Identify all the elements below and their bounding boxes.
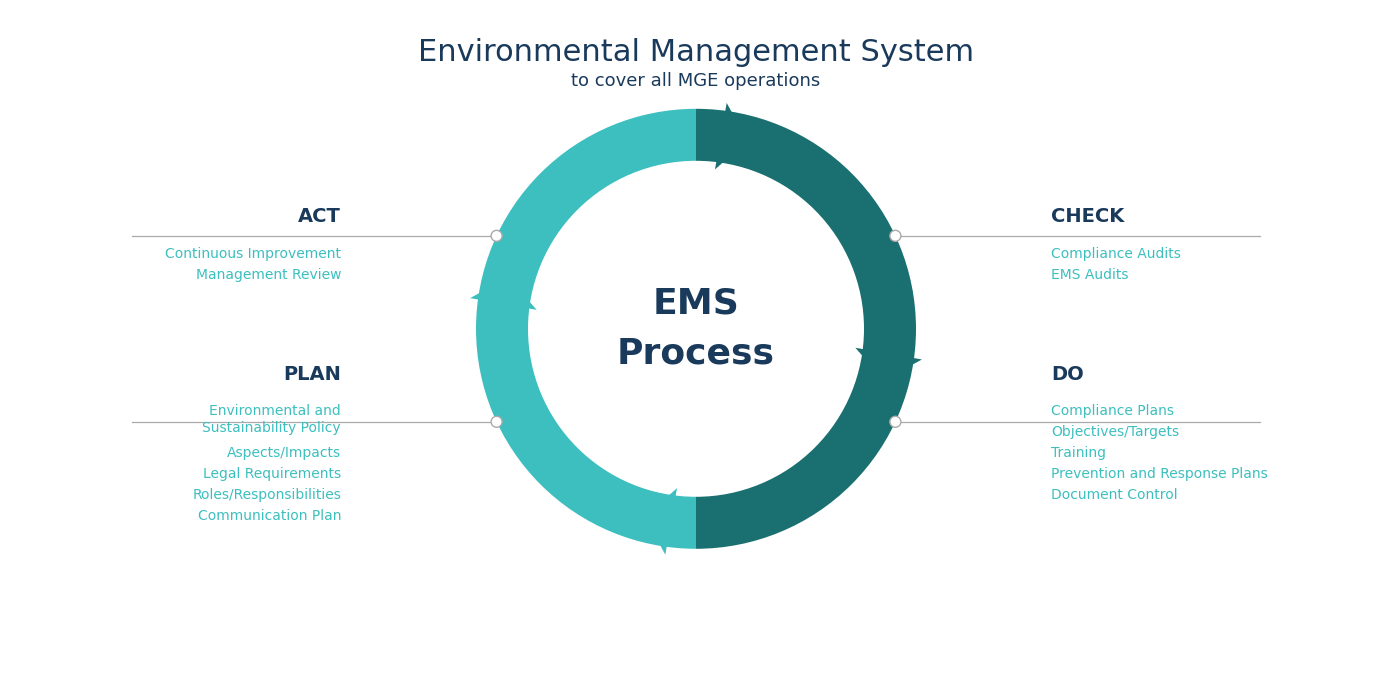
Polygon shape — [470, 277, 537, 310]
Text: CHECK: CHECK — [1051, 207, 1125, 226]
Text: DO: DO — [1051, 364, 1084, 384]
Text: Roles/Responsibilities: Roles/Responsibilities — [192, 488, 341, 502]
Polygon shape — [644, 488, 677, 555]
Polygon shape — [715, 103, 748, 169]
Text: Management Review: Management Review — [195, 268, 341, 282]
Text: Training: Training — [1051, 446, 1107, 460]
Text: EMS Audits: EMS Audits — [1051, 268, 1129, 282]
Text: Legal Requirements: Legal Requirements — [203, 467, 341, 481]
Text: Compliance Audits: Compliance Audits — [1051, 247, 1180, 260]
Circle shape — [889, 416, 901, 427]
Text: to cover all MGE operations: to cover all MGE operations — [571, 72, 821, 90]
Text: Prevention and Response Plans: Prevention and Response Plans — [1051, 467, 1268, 481]
Circle shape — [491, 230, 503, 241]
Text: Objectives/Targets: Objectives/Targets — [1051, 425, 1179, 439]
Circle shape — [491, 416, 503, 427]
Text: Communication Plan: Communication Plan — [198, 509, 341, 523]
Circle shape — [889, 230, 901, 241]
Text: PLAN: PLAN — [283, 364, 341, 384]
Text: Compliance Plans: Compliance Plans — [1051, 404, 1173, 418]
Wedge shape — [696, 109, 916, 549]
Polygon shape — [855, 348, 922, 380]
Text: Environmental and
Sustainability Policy: Environmental and Sustainability Policy — [202, 404, 341, 435]
Text: ACT: ACT — [298, 207, 341, 226]
Text: EMS
Process: EMS Process — [617, 287, 775, 371]
Text: Continuous Improvement: Continuous Improvement — [166, 247, 341, 260]
Text: Document Control: Document Control — [1051, 488, 1178, 502]
Text: Aspects/Impacts: Aspects/Impacts — [227, 446, 341, 460]
Text: Environmental Management System: Environmental Management System — [418, 38, 974, 66]
Wedge shape — [476, 109, 696, 549]
